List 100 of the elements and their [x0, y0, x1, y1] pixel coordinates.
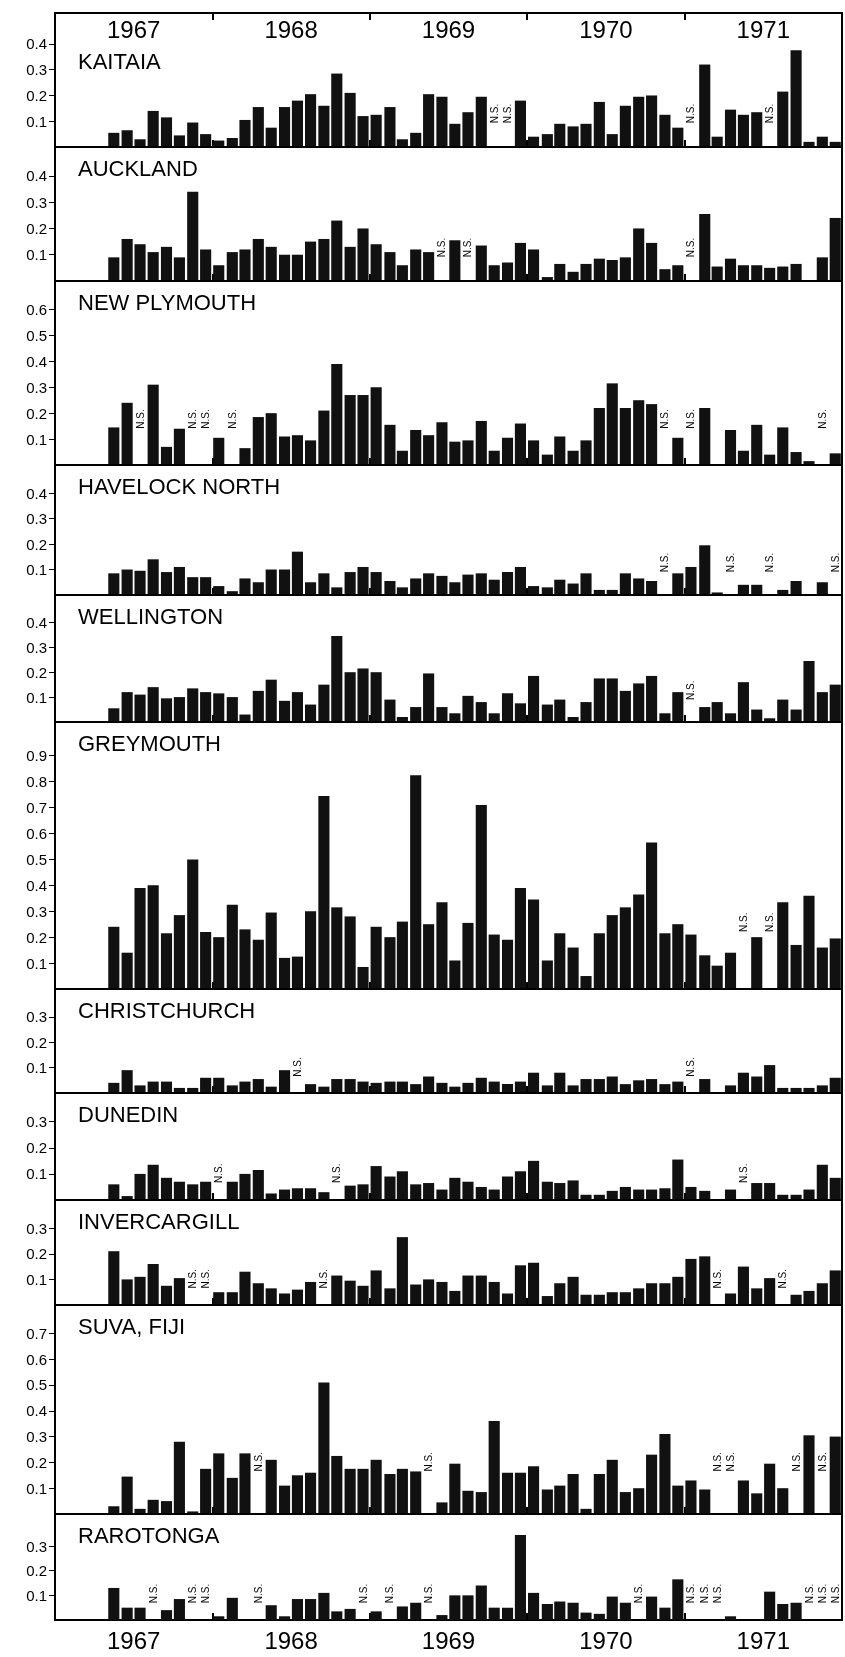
bar: [252, 939, 264, 989]
annotation: N.S.: [725, 1452, 737, 1472]
bar: [633, 228, 645, 281]
bar: [462, 112, 474, 147]
bar: [488, 450, 500, 465]
annotation: N.S.: [633, 1583, 645, 1604]
bar: [829, 684, 841, 722]
bar: [672, 127, 684, 147]
x-tick-label: 1968: [264, 1626, 318, 1654]
bar: [724, 952, 737, 989]
bar: [646, 1283, 658, 1305]
bar: [318, 684, 330, 722]
bar: [213, 937, 225, 989]
bar: [501, 693, 514, 722]
bar: [816, 692, 828, 722]
bar: [685, 1480, 697, 1514]
bar: [606, 1596, 618, 1620]
bar: [200, 692, 212, 722]
bar: [633, 578, 645, 595]
bar: [751, 424, 763, 465]
bar: [514, 1171, 526, 1200]
bar: [252, 1079, 264, 1093]
bar: [173, 1441, 185, 1514]
bar: [331, 1275, 343, 1305]
bar: [291, 1188, 304, 1200]
bar: [816, 582, 828, 595]
bar: [501, 939, 514, 989]
bar: [462, 1181, 474, 1200]
bar: [108, 427, 120, 465]
bar: [160, 246, 173, 281]
bar: [764, 267, 776, 281]
bar: [147, 885, 159, 989]
annotation: N.S.: [357, 1583, 369, 1604]
bar: [672, 573, 684, 595]
annotation: N.S.: [685, 409, 697, 429]
bar: [619, 573, 631, 595]
bar: [265, 1459, 277, 1514]
bar: [488, 579, 500, 595]
bar: [423, 673, 435, 722]
bar: [764, 1065, 776, 1093]
annotation: N.S.: [777, 1269, 789, 1289]
bar: [331, 1611, 343, 1620]
bar: [633, 894, 645, 989]
bar: [527, 1262, 540, 1305]
chart-title: GREYMOUTH: [78, 730, 221, 756]
bar: [527, 249, 540, 281]
bar: [173, 566, 185, 595]
bar: [646, 842, 658, 989]
bar: [305, 1472, 317, 1514]
bar: [108, 1587, 120, 1620]
bar: [213, 1292, 225, 1305]
bar: [147, 559, 159, 595]
bar: [659, 1188, 671, 1200]
annotation: N.S.: [829, 552, 841, 573]
annotation: N.S.: [803, 1583, 815, 1604]
bar: [370, 572, 382, 595]
bar: [265, 569, 277, 595]
y-tick-label: 0.7: [26, 799, 47, 817]
bar: [291, 1599, 304, 1620]
bar: [252, 1283, 264, 1305]
bar: [160, 698, 173, 722]
bar: [619, 907, 631, 989]
bar: [829, 1270, 841, 1305]
bar: [423, 1183, 435, 1200]
bar: [764, 1183, 776, 1200]
bar: [239, 448, 251, 465]
y-tick-label: 0.5: [26, 1376, 47, 1394]
bar: [200, 1181, 212, 1200]
bar: [606, 678, 618, 722]
y-tick-label: 0.1: [26, 1270, 47, 1288]
y-tick-label: 0.3: [26, 1219, 47, 1237]
x-tick-label: 1971: [736, 1626, 790, 1654]
bar: [724, 1616, 737, 1620]
y-tick-label: 0.2: [26, 1033, 47, 1051]
annotation: N.S.: [252, 1583, 264, 1604]
bar: [777, 91, 789, 147]
bar: [291, 1289, 304, 1305]
bar: [475, 702, 487, 722]
bar: [187, 191, 199, 281]
bar: [278, 1485, 291, 1514]
y-tick-label: 0.1: [26, 1165, 47, 1183]
bar: [121, 402, 133, 465]
bar: [278, 957, 291, 989]
bar: [606, 1459, 618, 1514]
bar: [370, 387, 382, 465]
bar: [187, 1184, 199, 1200]
bar: [593, 1474, 605, 1514]
chart-title: AUCKLAND: [78, 155, 198, 181]
bar: [803, 1435, 815, 1514]
chart-title: SUVA, FIJI: [78, 1313, 186, 1339]
annotation: N.S.: [384, 1583, 396, 1604]
annotation: N.S.: [291, 1057, 303, 1077]
bar: [462, 922, 474, 989]
bar: [173, 697, 185, 722]
bar: [462, 1490, 474, 1514]
y-tick-label: 0.5: [26, 850, 47, 868]
bar: [777, 699, 789, 722]
bar: [331, 363, 343, 465]
bar: [252, 107, 264, 147]
bar: [147, 110, 159, 147]
